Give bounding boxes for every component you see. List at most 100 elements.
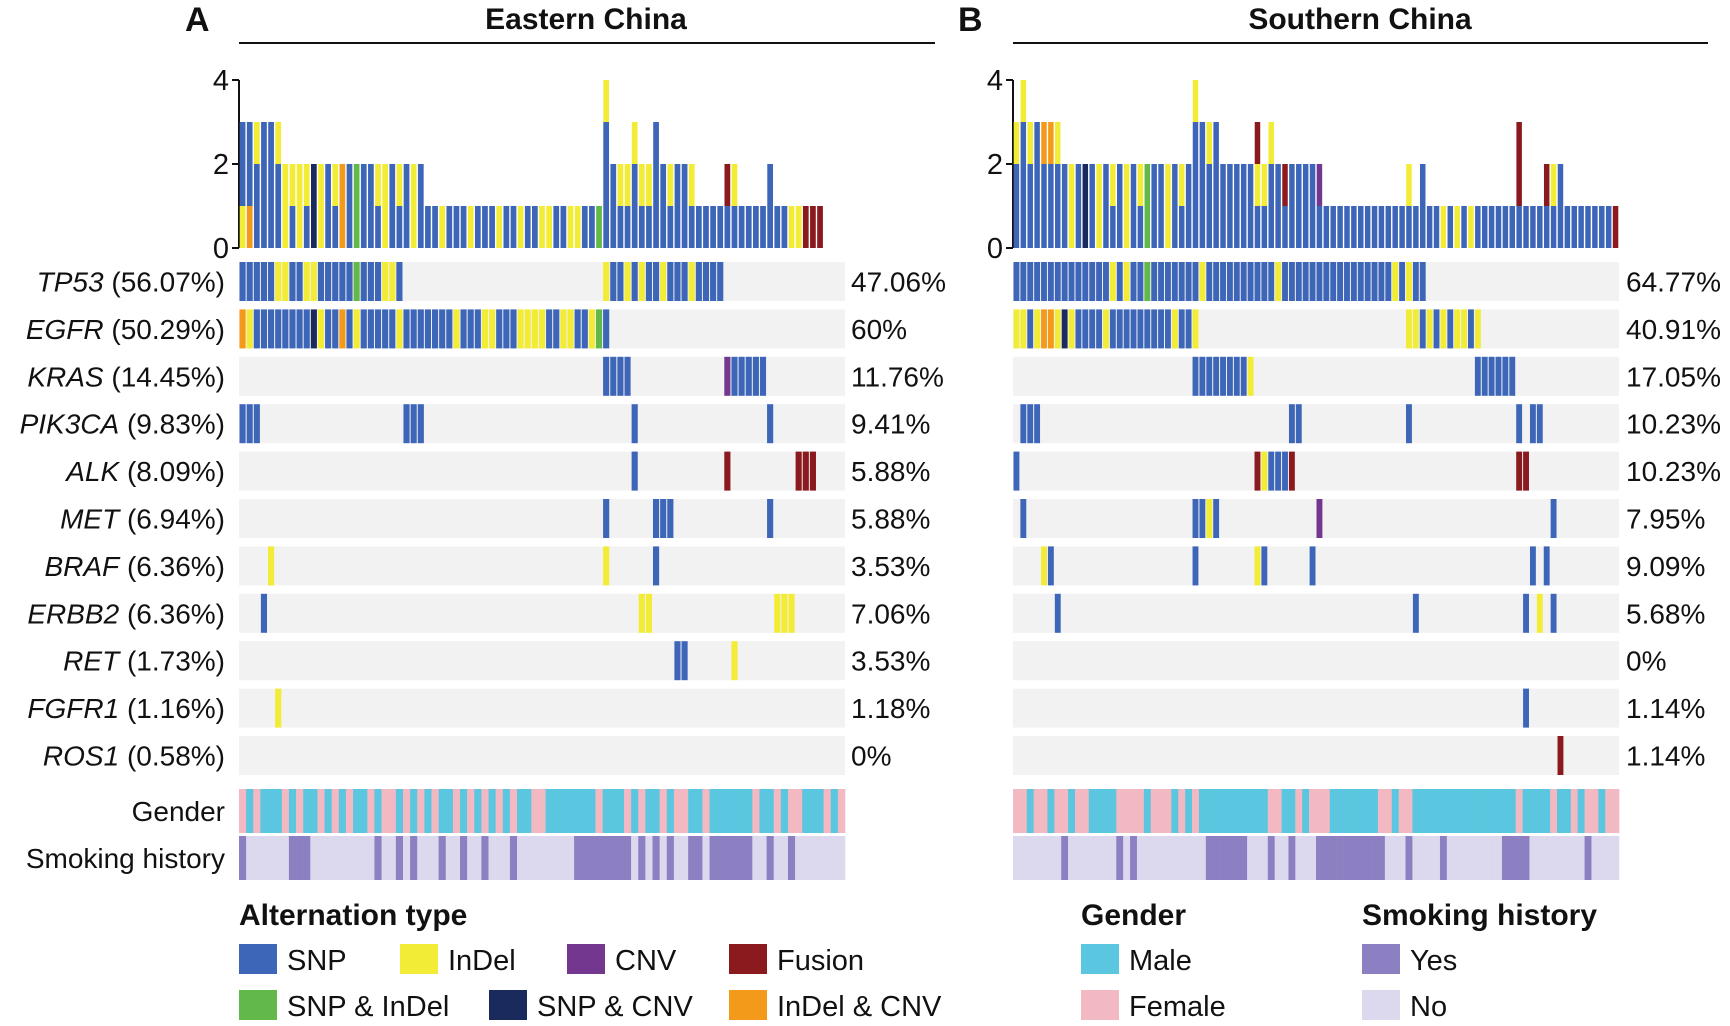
gene-overall-percent: (14.45%) [104, 361, 225, 392]
bar-segment [1068, 164, 1075, 248]
mutation-cell [1144, 262, 1151, 301]
mutation-cell [1137, 309, 1144, 349]
smoking-cell [1536, 836, 1544, 880]
mutation-cell [1130, 262, 1137, 301]
mutation-cell [289, 309, 296, 349]
bar-segment [253, 122, 260, 164]
mutation-cell [1178, 262, 1185, 301]
mutation-cell [1433, 309, 1440, 349]
mutation-cell [1061, 309, 1068, 349]
mutation-cell [809, 451, 816, 491]
smoking-track [1013, 836, 1620, 880]
mutation-cell [1047, 546, 1054, 586]
y-tick-label: 2 [213, 149, 229, 181]
gender-cell [438, 789, 447, 833]
mutation-cell [253, 404, 260, 444]
smoking-cell [303, 836, 311, 880]
legend-item: Female [1081, 990, 1226, 1023]
smoking-cell [1233, 836, 1241, 880]
gender-cell [552, 789, 561, 833]
mutation-cell [1226, 262, 1233, 301]
bar-segment [496, 206, 503, 248]
gender-cell [1577, 789, 1585, 833]
bar-segment [810, 206, 816, 248]
smoking-cell [1267, 836, 1275, 880]
smoking-cell [1212, 836, 1220, 880]
mutation-cell [1123, 309, 1130, 349]
mutation-cell [1523, 451, 1529, 491]
gender-cell [1439, 789, 1448, 833]
gender-cell [1033, 789, 1041, 833]
gene-overall-percent: (6.36%) [119, 551, 225, 582]
row-percent: 64.77% [1626, 267, 1721, 298]
gene-name: PIK3CA [20, 409, 120, 440]
smoking-cell [1019, 836, 1028, 880]
smoking-cell [367, 836, 375, 880]
mutation-cell [1027, 309, 1034, 349]
smoking-cell [531, 836, 539, 880]
mutation-cell [268, 309, 275, 349]
smoking-cell [517, 836, 525, 880]
smoking-cell [317, 836, 325, 880]
gender-cell [681, 789, 689, 833]
mutation-cell [1233, 356, 1240, 396]
gender-cell [524, 789, 532, 833]
mutation-cell [1178, 309, 1185, 349]
bar-segment [282, 164, 289, 248]
smoking-cell [1522, 836, 1530, 880]
gender-cell [1515, 789, 1523, 833]
mutation-cell [1309, 262, 1316, 301]
gender-cell [1219, 789, 1227, 833]
smoking-cell [402, 836, 411, 880]
row-background [1013, 356, 1619, 396]
bar-segment [1130, 164, 1137, 248]
bar-segment [695, 206, 702, 248]
gender-cell [509, 789, 518, 833]
smoking-track: Smoking history [26, 836, 846, 880]
mutation-cell [1268, 451, 1275, 491]
mutation-cell [1261, 546, 1268, 586]
bar-segment [674, 164, 681, 248]
smoking-cell [1178, 836, 1186, 880]
bar-segment [1585, 206, 1591, 248]
bar-segment [653, 122, 659, 248]
smoking-cell [773, 836, 782, 880]
smoking-cell [688, 836, 696, 880]
bar-segment [1550, 164, 1557, 206]
mutation-cell [1371, 262, 1378, 301]
bar-segment [1330, 206, 1336, 248]
mutation-cell [1061, 262, 1068, 301]
gender-cell [1302, 789, 1310, 833]
gender-cell [338, 789, 347, 833]
mutation-cell [1364, 262, 1371, 301]
gender-cell [688, 789, 696, 833]
row-background [239, 499, 845, 538]
mutation-cell [1041, 546, 1047, 586]
gene-row-kras: KRAS (14.45%) 11.76% [27, 356, 944, 396]
mutation-cell [1529, 546, 1536, 586]
row-percent: 9.41% [851, 409, 930, 440]
bar-segment [539, 206, 545, 248]
bar-segment [1055, 122, 1061, 164]
gene-name: FGFR1 [27, 693, 119, 724]
bar-segment [1523, 206, 1529, 248]
mutation-cell [1213, 356, 1220, 396]
gene-row-braf: 9.09% [1013, 546, 1705, 586]
gender-cell [1281, 789, 1289, 833]
bar-segment [460, 206, 467, 248]
bar-segment [724, 164, 731, 206]
gene-row-erbb2: ERBB2 (6.36%) 7.06% [27, 593, 930, 633]
mutation-cell [1158, 262, 1164, 301]
mutation-cell [1151, 309, 1158, 349]
mutation-cell [253, 309, 260, 349]
mutation-cell [617, 262, 624, 301]
bar-segment [403, 164, 410, 248]
bar-segment [802, 206, 809, 248]
mutation-cell [317, 309, 325, 349]
mutation-cell [367, 262, 374, 301]
bar-segment [1158, 164, 1164, 248]
smoking-cell [1329, 836, 1337, 880]
gender-cell [595, 789, 603, 833]
mutation-cell [1509, 356, 1516, 396]
